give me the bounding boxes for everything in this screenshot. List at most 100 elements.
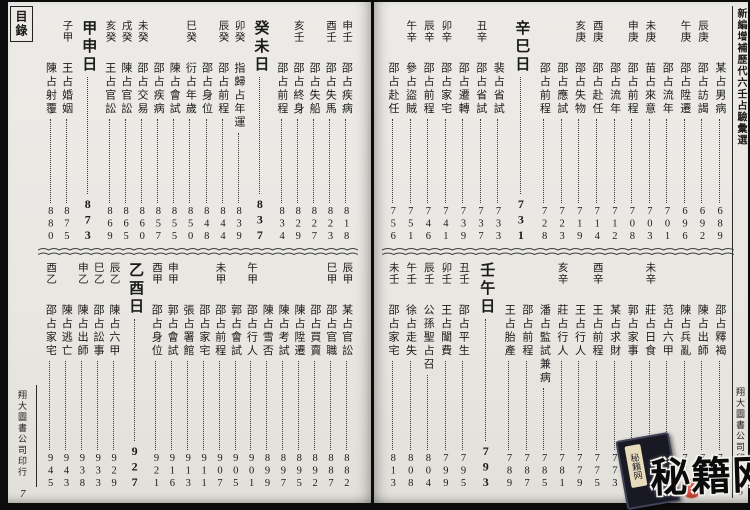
entry-title: 邵占疾病 (152, 62, 165, 116)
entry-page-number: 882 (341, 452, 353, 491)
toc-entry-column: 王占胎產 789 (500, 262, 517, 494)
entry-title: 邵占赴任 (591, 62, 604, 116)
dotted-leader (65, 119, 67, 203)
entry-page-number: 869 (104, 205, 116, 244)
entry-page-number: 804 (422, 452, 434, 491)
dotted-leader (718, 361, 720, 450)
entry-page-number: 837 (252, 196, 267, 244)
toc-entry-column: 亥辛 莊占行人 781 (553, 262, 570, 494)
toc-entry-column: 未甲 邵占前程 907 (211, 262, 227, 494)
entry-page-number: 773 (609, 452, 621, 491)
toc-entry-column: 卯壬 王占闈費 799 (437, 262, 454, 494)
hour-stem-label: 辰庚 (697, 20, 709, 43)
entry-page-number: 758 (714, 452, 726, 491)
entry-page-number: 933 (92, 452, 104, 491)
toc-entry-column: 亥癸 王占官訟 869 (101, 20, 117, 247)
dotted-leader (631, 119, 633, 203)
publisher-right: 翔大圖書公司印行 (735, 387, 745, 475)
toc-entry-column: 某占求財 773 (606, 262, 623, 494)
dotted-leader (155, 361, 157, 450)
band-separator (38, 248, 358, 256)
entry-title: 陳占雪否 (261, 304, 274, 358)
entry-page-number: 895 (293, 452, 305, 491)
left-page-top-band: 申壬 邵占疾病 818 酉壬 邵占失馬 823 邵占失船 827 亥壬 邵占終身 829 邵占前程 83… (42, 20, 354, 247)
dotted-leader (134, 319, 136, 441)
entry-title: 邵占平生 (457, 304, 470, 358)
dotted-leader (392, 119, 393, 203)
entry-page-number: 775 (591, 452, 603, 491)
entry-title: 張占署館 (181, 304, 194, 358)
entry-title: 參占盜賊 (404, 62, 417, 116)
right-page-bottom-band: 邵占釋褐758陳占出師760陳占兵亂763范占六甲766未辛莊占日食769郭占家… (384, 262, 728, 494)
toc-entry-column: 裴占省試 733 (489, 20, 506, 247)
day-header-text: 乙酉日 (127, 262, 144, 316)
running-title: 新編增補歷代六壬占驗彙選 (735, 8, 746, 146)
hour-stem-label: 戌癸 (120, 20, 132, 43)
toc-entry-column: 未癸 邵占交易 860 (133, 20, 149, 247)
entry-title: 王占婚姻 (60, 62, 73, 116)
entry-title: 范占六甲 (661, 304, 674, 358)
dotted-leader (613, 119, 615, 203)
hour-stem-label: 未壬 (387, 262, 399, 285)
entry-page-number: 943 (61, 452, 73, 491)
entry-page-number: 692 (697, 205, 709, 244)
dotted-leader (596, 119, 598, 203)
dotted-leader (666, 119, 668, 203)
entry-title: 邵占省試 (474, 62, 487, 116)
entry-page-number: 701 (661, 205, 673, 244)
entry-title: 徐占走失 (404, 304, 417, 358)
entry-page-number: 834 (276, 205, 288, 244)
entry-page-number: 808 (405, 452, 417, 491)
dotted-leader (345, 361, 347, 450)
entry-page-number: 756 (387, 205, 399, 244)
toc-entry-column: 邵占失船 827 (306, 20, 322, 247)
entry-page-number: 850 (185, 205, 197, 244)
hour-stem-label: 亥辛 (556, 262, 568, 285)
hour-stem-label: 卯癸 (233, 20, 245, 43)
entry-page-number: 907 (214, 452, 226, 491)
dotted-leader (157, 119, 159, 203)
dotted-leader (683, 119, 685, 203)
entry-title: 邵占前程 (275, 62, 288, 116)
dotted-leader (479, 119, 481, 203)
toc-entry-column: 陳占兵亂 763 (676, 262, 693, 494)
toc-label: 目錄 (10, 6, 33, 42)
entry-page-number: 787 (521, 452, 533, 491)
toc-entry-column: 邵占應試 723 (553, 20, 570, 247)
entry-title: 邵占流年 (608, 62, 621, 116)
toc-entry-column: 卯癸 指歸占年運 839 (230, 20, 246, 247)
toc-entry-column: 邵占赴任 756 (384, 20, 401, 247)
dotted-leader (543, 119, 545, 203)
entry-page-number: 751 (405, 205, 417, 244)
toc-entry-column: 丑壬 邵占平生 795 (454, 262, 471, 494)
dotted-leader (250, 361, 252, 450)
dotted-leader (444, 361, 446, 450)
toc-entry-column: 潘占監試兼病 785 (535, 262, 552, 494)
dotted-leader (329, 119, 331, 203)
hour-stem-label: 卯辛 (440, 20, 452, 43)
toc-entry-column: 申壬 邵占疾病 818 (338, 20, 354, 247)
toc-entry-column: 巳甲 邵占官職 887 (322, 262, 338, 494)
entry-page-number: 892 (309, 452, 321, 491)
dotted-leader (108, 119, 110, 203)
entry-title: 郭占會試 (166, 304, 179, 358)
hour-stem-label: 申庚 (626, 20, 638, 43)
entry-title: 邵占疾病 (340, 62, 353, 116)
toc-entry-column: 陳占考試 897 (275, 262, 291, 494)
toc-entry-column: 辰甲 某占官訟 882 (338, 262, 354, 494)
entry-title: 邵占釋褐 (713, 304, 726, 358)
toc-entry-column: 陳占陞遷 895 (291, 262, 307, 494)
entry-page-number: 779 (574, 452, 586, 491)
entry-title: 陳占六甲 (107, 304, 120, 358)
dotted-leader (485, 319, 487, 441)
dotted-leader (259, 77, 261, 194)
entry-page-number: 737 (475, 205, 487, 244)
toc-entry-column: 亥庚 邵占失物 719 (570, 20, 587, 247)
entry-page-number: 719 (574, 205, 586, 244)
dotted-leader (81, 361, 83, 450)
hour-stem-label: 酉庚 (591, 20, 603, 43)
toc-entry-column: 邵占釋褐 758 (711, 262, 728, 494)
entry-page-number: 860 (136, 205, 148, 244)
dotted-leader (202, 361, 204, 450)
entry-page-number: 887 (325, 452, 337, 491)
